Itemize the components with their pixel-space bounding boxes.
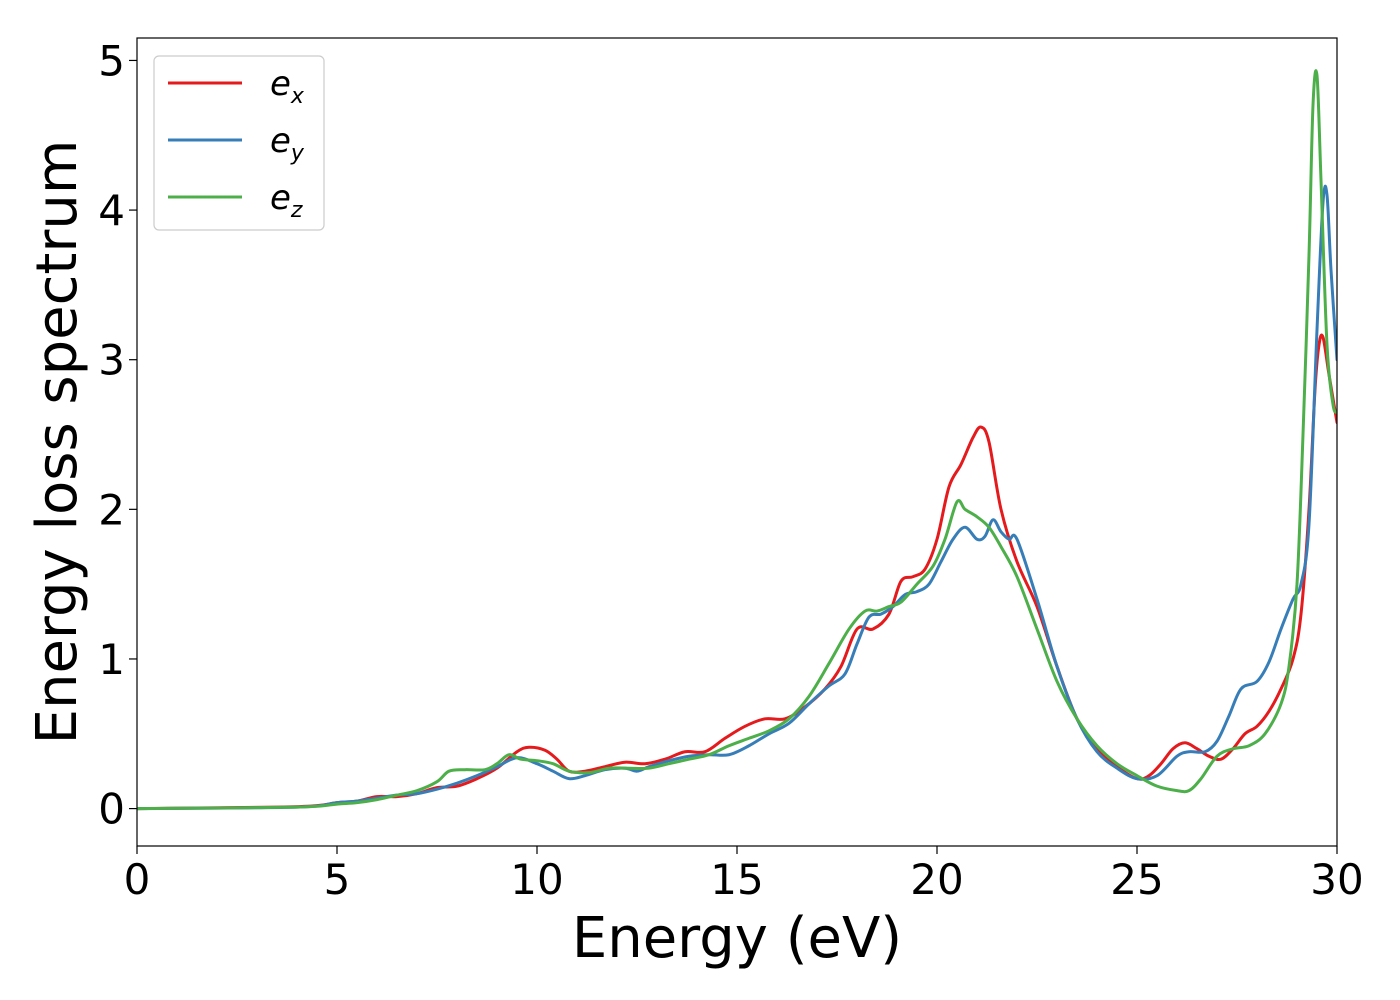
- legend: ex ey ez: [153, 55, 325, 231]
- x-tick-label: 0: [124, 855, 151, 904]
- y-axis-title: Energy loss spectrum: [25, 140, 90, 745]
- x-axis-title: Energy (eV): [572, 906, 902, 971]
- y-tick-label: 4: [98, 186, 125, 235]
- x-tick-label: 25: [1110, 855, 1163, 904]
- x-tick-label: 10: [510, 855, 563, 904]
- x-axis-ticks: 0 5 10 15 20 25 30: [124, 846, 1364, 904]
- legend-box: [153, 55, 325, 231]
- legend-label-x: ex: [270, 64, 305, 109]
- series-line-z: [137, 69, 1337, 811]
- x-tick-label: 20: [910, 855, 963, 904]
- y-axis-ticks: 0 1 2 3 4 5: [98, 36, 137, 834]
- x-tick-label: 15: [710, 855, 763, 904]
- plot-background: [137, 38, 1337, 846]
- y-tick-label: 2: [98, 485, 125, 534]
- y-tick-label: 1: [98, 635, 125, 684]
- x-tick-label: 30: [1310, 855, 1363, 904]
- y-tick-label: 0: [98, 785, 125, 834]
- x-tick-label: 5: [324, 855, 351, 904]
- y-tick-label: 5: [98, 36, 125, 85]
- legend-label-y: ey: [270, 121, 305, 166]
- y-tick-label: 3: [98, 336, 125, 385]
- series-layer: [137, 69, 1337, 811]
- legend-label-z: ez: [270, 178, 303, 223]
